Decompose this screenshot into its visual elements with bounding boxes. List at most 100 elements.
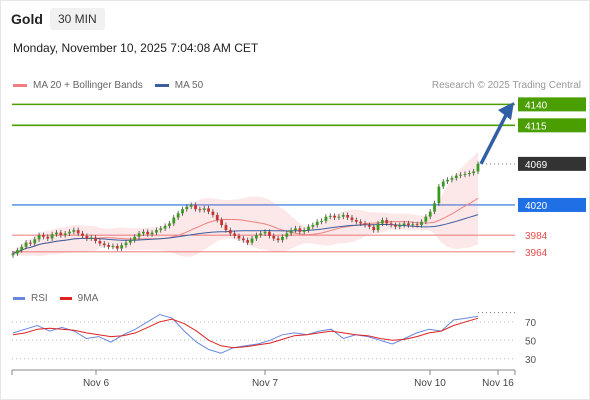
9ma-swatch-icon xyxy=(59,297,72,300)
candle-body xyxy=(441,181,445,187)
candle-body xyxy=(81,233,84,236)
candle-body xyxy=(85,235,89,239)
rsi-line xyxy=(12,313,479,354)
rsi-tick-label-30: 30 xyxy=(525,355,537,366)
candle-body xyxy=(215,215,219,221)
candle-body xyxy=(20,246,24,251)
level-label-3964: 3964 xyxy=(525,248,548,259)
rsi-tick-label-70: 70 xyxy=(525,318,537,329)
candle-body xyxy=(98,240,102,244)
candle-body xyxy=(224,225,228,231)
candle-body xyxy=(437,186,441,204)
legend-9ma: 9MA xyxy=(59,293,98,304)
candle-body xyxy=(459,174,463,176)
level-label-3984: 3984 xyxy=(525,231,548,242)
credit-text: Research © 2025 Trading Central xyxy=(431,80,581,91)
candle-body xyxy=(141,231,145,234)
candle-body xyxy=(276,238,280,241)
instrument-title: Gold xyxy=(11,11,43,27)
candle-body xyxy=(42,235,45,237)
candle-body xyxy=(181,209,184,214)
candle-body xyxy=(211,211,215,216)
candle-body xyxy=(376,223,380,231)
candle-body xyxy=(263,231,267,234)
candle-body xyxy=(298,228,302,232)
candle-body xyxy=(294,228,297,231)
candle-body xyxy=(172,217,176,224)
candle-body xyxy=(367,225,371,227)
candle-body xyxy=(55,232,58,235)
candle-body xyxy=(107,245,111,247)
candle-body xyxy=(150,232,154,235)
timestamp: Monday, November 10, 2025 7:04:08 AM CET xyxy=(13,41,259,55)
candle-body xyxy=(246,240,250,243)
candle-body xyxy=(285,233,289,237)
candle-body xyxy=(202,208,206,210)
candle-body xyxy=(233,233,237,236)
candle-body xyxy=(24,242,28,247)
candle-body xyxy=(380,220,384,224)
candle-body xyxy=(259,233,263,236)
forecast-arrow-head xyxy=(498,102,514,121)
candle-body xyxy=(472,171,476,174)
level-label-4020: 4020 xyxy=(525,201,548,212)
candle-body xyxy=(311,225,315,227)
candle-body xyxy=(72,230,76,232)
timeframe-badge[interactable]: 30 MIN xyxy=(50,8,105,30)
rsi-ma-line xyxy=(12,317,479,349)
candle-body xyxy=(359,221,363,224)
price-legend: MA 20 + Bollinger Bands MA 50 xyxy=(13,80,215,91)
bollinger-band xyxy=(13,151,478,257)
forecast-arrow-shaft xyxy=(479,114,508,165)
x-tick-label: Nov 10 xyxy=(414,378,446,389)
legend-ma50: MA 50 xyxy=(154,80,204,91)
candle-body xyxy=(185,206,189,210)
candle-body xyxy=(137,233,141,237)
legend-ma50-label: MA 50 xyxy=(174,80,204,91)
x-tick-label: Nov 7 xyxy=(252,378,279,389)
candle-body xyxy=(389,223,393,226)
candle-body xyxy=(128,240,132,243)
candle-body xyxy=(176,213,180,218)
candle-body xyxy=(302,230,306,232)
candle-body xyxy=(207,208,210,212)
candle-body xyxy=(328,215,332,217)
candle-body xyxy=(324,216,328,221)
candle-body xyxy=(363,223,367,226)
legend-rsi: RSI xyxy=(13,293,48,304)
candle-body xyxy=(63,233,67,236)
candle-body xyxy=(33,239,37,244)
candle-body xyxy=(228,230,232,234)
candle-body xyxy=(407,223,410,226)
candle-body xyxy=(394,225,397,227)
candle-body xyxy=(194,204,197,210)
candle-body xyxy=(102,243,106,246)
rsi-legend: RSI 9MA xyxy=(13,293,110,304)
candle-body xyxy=(155,230,158,233)
candle-body xyxy=(337,216,341,218)
candle-body xyxy=(59,232,63,236)
level-tag-4140 xyxy=(518,97,586,112)
candle-body xyxy=(189,204,193,207)
candle-body xyxy=(281,236,284,241)
candle-body xyxy=(28,242,32,244)
candle-body xyxy=(11,253,15,256)
level-tag-4115 xyxy=(518,118,586,133)
candle-body xyxy=(198,209,202,211)
level-label-4115: 4115 xyxy=(525,121,547,132)
x-tick-label: Nov 6 xyxy=(83,378,110,389)
ma50-swatch-icon xyxy=(154,84,169,87)
rsi-swatch-icon xyxy=(13,297,25,300)
candle-body xyxy=(433,203,436,212)
candle-body xyxy=(133,236,137,241)
candle-body xyxy=(467,173,471,175)
candle-body xyxy=(411,224,415,226)
candle-body xyxy=(307,226,310,231)
candle-body xyxy=(346,215,350,218)
candle-body xyxy=(76,230,80,234)
candle-body xyxy=(250,238,254,243)
candle-body xyxy=(115,246,119,249)
candle-body xyxy=(385,220,389,224)
candle-body xyxy=(120,245,124,249)
